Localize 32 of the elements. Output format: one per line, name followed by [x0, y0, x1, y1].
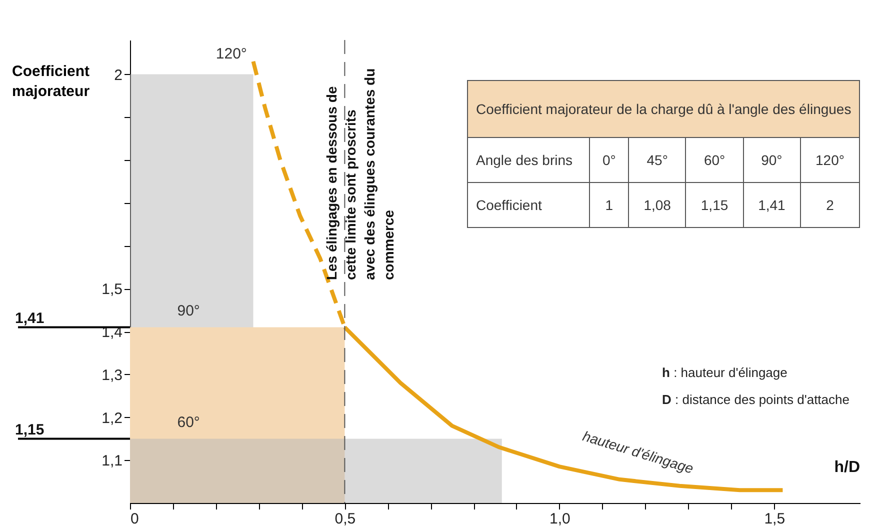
category-label: 120°: [800, 138, 860, 182]
text: Coefficient: [468, 182, 590, 228]
y-tick-label: 1,5: [102, 281, 122, 298]
annotation: 60°: [177, 414, 200, 432]
x-tick-label: 1,0: [549, 510, 570, 528]
text: 1,41: [758, 197, 786, 213]
x-tick-label: 0,5: [334, 510, 356, 528]
category-label: 90°: [743, 138, 800, 182]
ref-line-label: 1,41: [15, 310, 44, 328]
y-axis-title: Coefficient majorateur: [12, 63, 90, 100]
ref-line-label: 1,15: [15, 422, 44, 439]
x-tick-label: 1,5: [764, 510, 786, 528]
category-label: 0°: [590, 138, 629, 182]
annotation: 120°: [216, 45, 247, 62]
annotation: 90°: [177, 302, 200, 320]
category-label: 45°: [628, 138, 686, 182]
y-tick-label: 2: [114, 66, 122, 84]
text: 1,08: [644, 197, 671, 213]
text: Angle des brins: [468, 138, 590, 182]
text: 1: [605, 197, 614, 213]
y-tick-label: 1,3: [102, 366, 122, 384]
text: Coefficient majorateur de la charge dû à l'angle des élingues: [468, 80, 860, 138]
annotation: D : distance des points d'attache: [662, 392, 850, 407]
x-axis-title: h/D: [834, 459, 860, 476]
text: 1,15: [700, 197, 728, 213]
category-label: 60°: [686, 138, 744, 182]
text: 2: [826, 197, 834, 213]
y-tick-label: 1,1: [102, 452, 122, 470]
x-tick-label: 0: [130, 510, 139, 528]
annotation: h : hauteur d'élingage: [662, 365, 788, 380]
ref-line-label: Les élingages en dessous de cette limite sont proscrits avec des élingues courantes du commerce: [324, 68, 397, 280]
y-tick-label: 1,2: [102, 410, 122, 427]
